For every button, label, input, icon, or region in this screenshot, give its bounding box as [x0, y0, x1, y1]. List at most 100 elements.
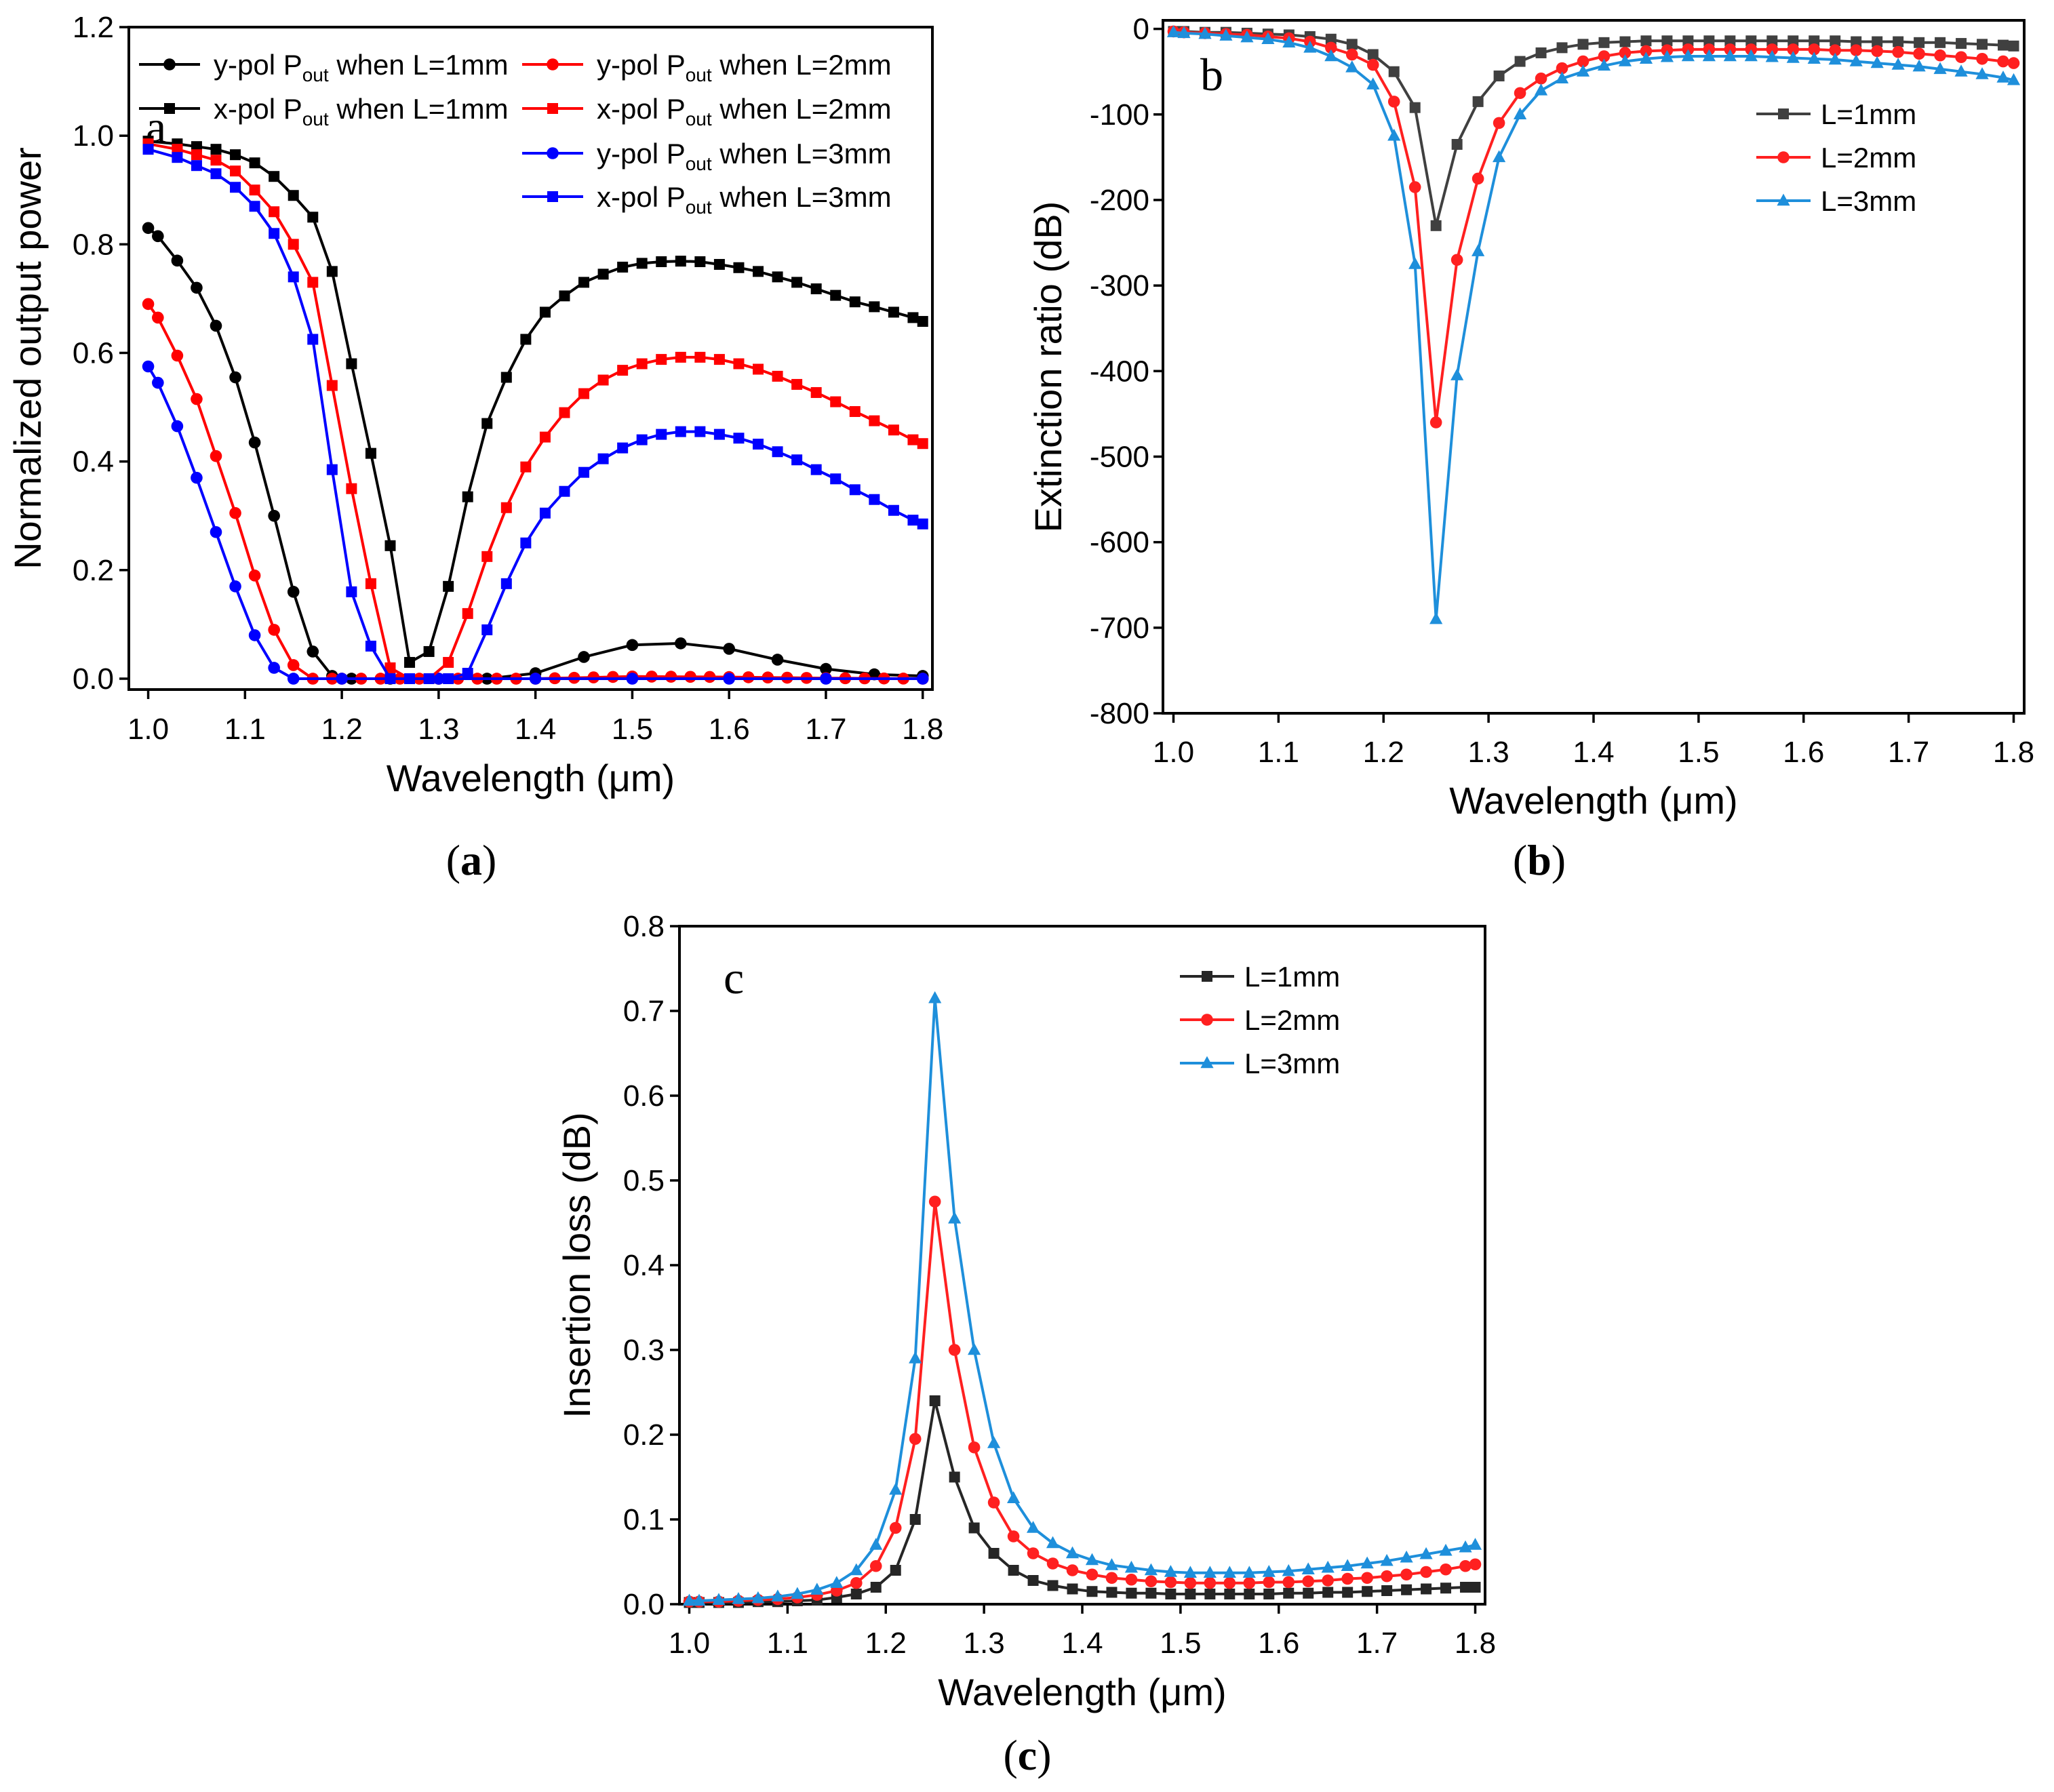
data-point [890, 1565, 901, 1576]
data-point [772, 446, 783, 458]
data-point [1914, 37, 1925, 48]
data-point [597, 374, 609, 386]
y-tick-label: 1.0 [73, 119, 114, 153]
data-point [733, 433, 745, 444]
data-point [1872, 36, 1883, 47]
data-point [753, 439, 764, 450]
x-axis-title: Wavelength (μm) [387, 757, 675, 799]
data-point [1892, 45, 1904, 58]
y-tick-label: 0.7 [623, 995, 665, 1028]
data-point [1893, 36, 1904, 47]
data-point [1380, 1553, 1394, 1566]
data-point [1955, 51, 1967, 64]
data-point [870, 1582, 882, 1593]
x-tick-label: 1.6 [1258, 1627, 1299, 1660]
data-point [1640, 45, 1653, 58]
data-point [1421, 1583, 1432, 1595]
data-point [1362, 1586, 1373, 1597]
data-point [443, 673, 454, 684]
data-point [346, 586, 357, 597]
y-tick-label: 0.0 [623, 1588, 665, 1621]
legend-swatch-marker [1777, 151, 1790, 163]
data-point [948, 1211, 962, 1224]
data-point [675, 351, 686, 363]
data-point [1934, 49, 1946, 62]
data-point [1661, 35, 1673, 47]
data-point [1975, 67, 1989, 79]
y-tick-label: 0.4 [623, 1249, 665, 1282]
data-point [636, 434, 648, 445]
data-point [617, 442, 629, 454]
data-point [869, 415, 880, 426]
data-point [1144, 1563, 1158, 1576]
data-point [462, 608, 473, 619]
data-point [559, 290, 570, 302]
data-point [1322, 1574, 1334, 1587]
data-point [732, 1592, 745, 1604]
x-tick-label: 1.8 [1993, 736, 2034, 769]
y-tick-label: 0.5 [623, 1164, 665, 1197]
data-point [1322, 1587, 1334, 1598]
data-point [1381, 1570, 1393, 1582]
data-point [1514, 56, 1526, 67]
data-point [152, 230, 164, 243]
legend-item: L=1mm [1180, 961, 1340, 993]
data-point [1808, 43, 1821, 56]
data-point [656, 256, 667, 267]
data-point [288, 190, 299, 201]
y-tick-label: -600 [1090, 526, 1149, 559]
data-point [1788, 35, 1799, 47]
data-point [249, 184, 260, 196]
data-point [675, 256, 686, 267]
data-point [1619, 36, 1631, 47]
data-point [1262, 1565, 1276, 1577]
data-point [771, 654, 784, 666]
data-point [336, 673, 348, 685]
data-point [917, 518, 928, 530]
data-point [1324, 49, 1338, 62]
data-point [869, 494, 880, 505]
data-point [675, 426, 686, 437]
y-tick-label: 1.2 [73, 11, 114, 44]
data-point [988, 1548, 1000, 1559]
data-point [191, 141, 202, 153]
data-point [1341, 1572, 1354, 1585]
y-tick-label: 0.3 [623, 1334, 665, 1367]
data-point [712, 1593, 726, 1605]
data-point [889, 1482, 903, 1495]
data-point [1420, 1566, 1432, 1578]
data-point [1125, 1573, 1138, 1586]
data-point [830, 473, 842, 485]
data-point [191, 160, 202, 172]
legend-swatch-marker [1200, 1056, 1214, 1069]
data-point [249, 201, 260, 212]
y-axis-title: Extinction ratio (dB) [1027, 201, 1069, 533]
data-point [1106, 1587, 1118, 1598]
x-tick-label: 1.0 [669, 1627, 710, 1660]
series-4 [142, 136, 928, 668]
data-point [152, 376, 164, 389]
data-point [539, 306, 551, 318]
x-tick-label: 1.5 [1160, 1627, 1201, 1660]
data-point [171, 254, 184, 267]
data-point [888, 424, 899, 436]
data-point [888, 306, 899, 318]
data-point [791, 378, 803, 390]
data-point [1577, 39, 1589, 50]
data-point [1493, 150, 1506, 163]
data-point [1145, 1587, 1157, 1599]
data-point [810, 386, 822, 398]
data-point [692, 1593, 706, 1606]
data-point [948, 1344, 961, 1356]
data-point [1086, 1568, 1099, 1581]
legend-label: L=3mm [1821, 185, 1916, 217]
data-point [1126, 1587, 1137, 1599]
data-point [500, 372, 512, 383]
data-point [269, 228, 280, 239]
data-point [1164, 1576, 1177, 1589]
data-point [1459, 1559, 1472, 1572]
data-point [1450, 368, 1464, 380]
data-point [751, 1591, 765, 1604]
x-tick-label: 1.8 [902, 713, 943, 746]
series-line [148, 142, 924, 680]
